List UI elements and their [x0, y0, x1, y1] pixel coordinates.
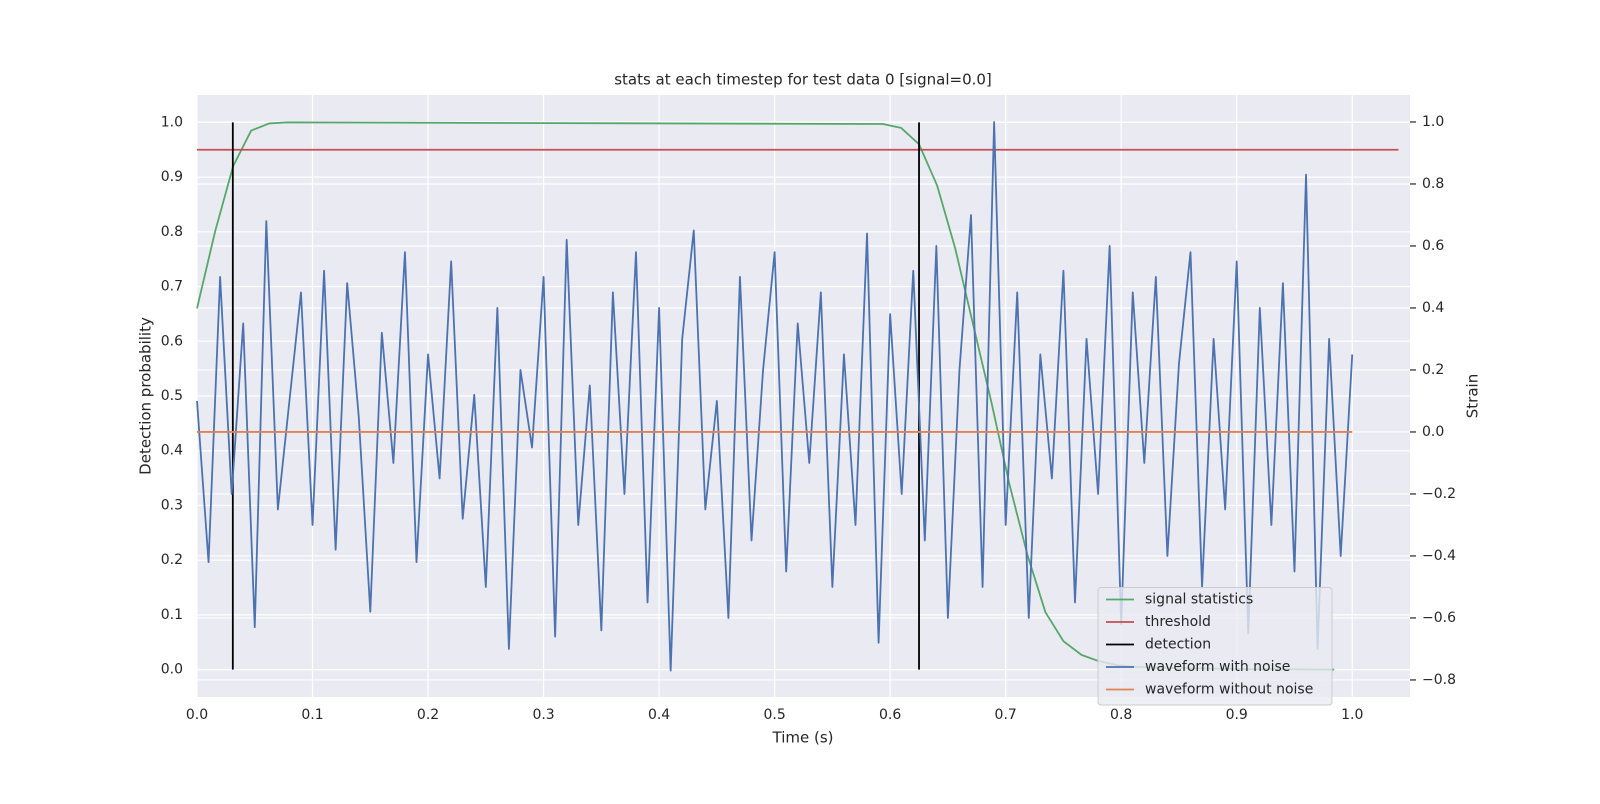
x-tick-label: 1.0: [1341, 707, 1363, 723]
y-tick-label: 1.0: [161, 114, 183, 130]
y-tick-label: 0.3: [161, 497, 183, 513]
y2-tick-label: 0.6: [1422, 238, 1444, 254]
legend-box: [1097, 587, 1333, 706]
y-tick-label: 0.9: [161, 169, 183, 185]
x-tick-label: 0.1: [301, 707, 323, 723]
y2-axis-label: Strain: [1464, 374, 1482, 418]
y-tick-label: 0.6: [161, 333, 183, 349]
legend-label: detection: [1145, 637, 1211, 653]
x-tick-label: 0.0: [186, 707, 208, 723]
x-tick-label: 0.9: [1226, 707, 1248, 723]
y-tick-label: 0.2: [161, 552, 183, 568]
legend-label: waveform with noise: [1145, 659, 1290, 675]
series-line: [196, 121, 1354, 672]
y2-tick-label: −0.6: [1422, 610, 1456, 626]
y2-tick-label: 0.4: [1422, 300, 1444, 316]
y-tick-label: 0.4: [161, 443, 183, 459]
y-tick-label: 0.7: [161, 279, 183, 295]
x-tick-label: 0.4: [648, 707, 670, 723]
x-tick-label: 0.3: [532, 707, 554, 723]
chart-title: stats at each timestep for test data 0 […: [614, 71, 992, 89]
y2-tick-label: 0.8: [1422, 176, 1444, 192]
y-tick-label: 0.0: [161, 662, 183, 678]
x-tick-label: 0.5: [763, 707, 785, 723]
y2-tick-label: −0.2: [1422, 486, 1456, 502]
x-tick-label: 0.8: [1110, 707, 1132, 723]
legend-label: threshold: [1145, 614, 1211, 630]
y2-tick-label: 0.2: [1422, 362, 1444, 378]
x-tick-label: 0.6: [879, 707, 901, 723]
y2-tick-label: −0.8: [1422, 672, 1456, 688]
legend-label: waveform without noise: [1145, 682, 1313, 698]
y2-tick-label: 0.0: [1422, 424, 1444, 440]
x-tick-label: 0.2: [417, 707, 439, 723]
y-tick-label: 0.1: [161, 607, 183, 623]
y-axis-label: Detection probability: [137, 317, 155, 475]
x-axis-label: Time (s): [772, 729, 834, 747]
x-tick-label: 0.7: [995, 707, 1017, 723]
y-tick-label: 0.5: [161, 388, 183, 404]
y-tick-label: 0.8: [161, 224, 183, 240]
y2-tick-label: 1.0: [1422, 114, 1444, 130]
legend-label: signal statistics: [1145, 592, 1253, 608]
y2-tick-label: −0.4: [1422, 548, 1456, 564]
